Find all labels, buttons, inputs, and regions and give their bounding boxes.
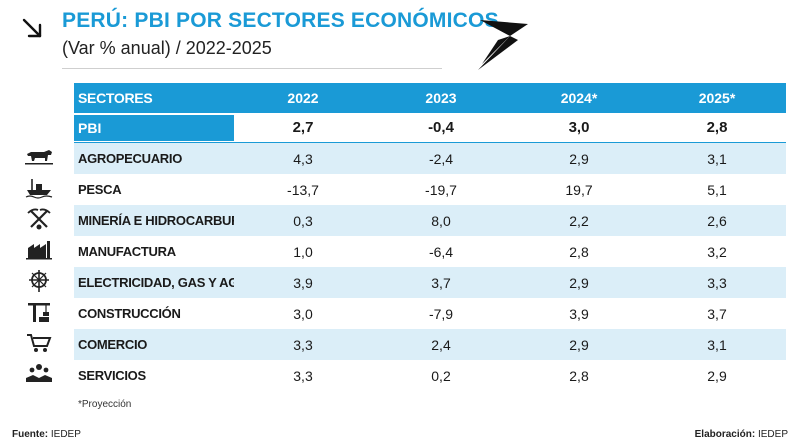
table-header-row: SECTORES 2022 2023 2024* 2025* bbox=[74, 83, 786, 113]
row-label: MANUFACTURA bbox=[78, 244, 176, 259]
row-label: COMERCIO bbox=[78, 337, 148, 352]
table-cell: 3,3 bbox=[707, 274, 727, 291]
column-header-2024: 2024* bbox=[560, 90, 598, 106]
crane-icon bbox=[28, 303, 50, 322]
title-divider bbox=[62, 68, 442, 69]
row-label: MINERÍA E HIDROCARBUROS bbox=[78, 213, 234, 228]
table-cell: -0,4 bbox=[428, 119, 454, 136]
table-cell: 2,6 bbox=[707, 212, 727, 229]
table-cell: 3,1 bbox=[707, 150, 727, 167]
table-cell: 2,8 bbox=[569, 243, 589, 260]
table-cell: 3,2 bbox=[707, 243, 727, 260]
page-subtitle: (Var % anual) / 2022-2025 bbox=[62, 38, 272, 58]
table-cell: 4,3 bbox=[293, 150, 313, 167]
table-row-pbi: PBI 2,7 -0,4 3,0 2,8 bbox=[74, 113, 786, 143]
power-tower-icon bbox=[29, 270, 49, 292]
table-cell: 0,3 bbox=[293, 212, 313, 229]
row-label: ELECTRICIDAD, GAS Y AGUA bbox=[78, 275, 234, 290]
shopping-cart-icon bbox=[27, 334, 52, 352]
column-header-2023: 2023 bbox=[425, 90, 457, 106]
table-cell: 2,9 bbox=[569, 336, 589, 353]
table-cell: 2,9 bbox=[707, 367, 727, 384]
table-row-agropecuario: AGROPECUARIO 4,3 -2,4 2,9 3,1 bbox=[74, 143, 786, 174]
row-label-pbi: PBI bbox=[74, 114, 234, 141]
table-cell: 3,0 bbox=[568, 119, 590, 136]
page-title: PERÚ: PBI POR SECTORES ECONÓMICOS bbox=[62, 9, 499, 32]
column-header-sectores: SECTORES bbox=[78, 90, 153, 106]
table-cell: 2,4 bbox=[431, 336, 451, 353]
table-cell: 2,2 bbox=[569, 212, 589, 229]
table-cell: 2,8 bbox=[706, 119, 728, 136]
table-row-pesca: PESCA -13,7 -19,7 19,7 5,1 bbox=[74, 174, 786, 205]
credit-value: IEDEP bbox=[757, 429, 788, 440]
projection-footnote: *Proyección bbox=[78, 399, 132, 410]
source-credit: Fuente: IEDEP bbox=[12, 429, 81, 440]
row-label: SERVICIOS bbox=[78, 368, 146, 383]
table-cell: 2,8 bbox=[569, 367, 589, 384]
table-cell: 19,7 bbox=[565, 181, 593, 198]
table-cell: 1,0 bbox=[293, 243, 313, 260]
table-cell: 5,1 bbox=[707, 181, 727, 198]
row-label: PESCA bbox=[78, 182, 122, 197]
mining-icon bbox=[27, 208, 51, 230]
source-label: Fuente: bbox=[12, 429, 49, 440]
column-header-2025: 2025* bbox=[698, 90, 736, 106]
table-cell: 3,9 bbox=[569, 305, 589, 322]
table-row-servicios: SERVICIOS 3,3 0,2 2,8 2,9 bbox=[74, 360, 786, 391]
table-row-mineria: MINERÍA E HIDROCARBUROS 0,3 8,0 2,2 2,6 bbox=[74, 205, 786, 236]
row-label: CONSTRUCCIÓN bbox=[78, 306, 181, 321]
table-cell: -19,7 bbox=[425, 181, 457, 198]
table-row-comercio: COMERCIO 3,3 2,4 2,9 3,1 bbox=[74, 329, 786, 360]
brand-logo-icon bbox=[478, 20, 528, 70]
row-label: AGROPECUARIO bbox=[78, 151, 183, 166]
credit-label: Elaboración: bbox=[694, 429, 756, 440]
table-cell: 2,9 bbox=[569, 274, 589, 291]
table-row-electricidad: ELECTRICIDAD, GAS Y AGUA 3,9 3,7 2,9 3,3 bbox=[74, 267, 786, 298]
table-cell: -2,4 bbox=[428, 150, 454, 167]
handshake-icon bbox=[26, 364, 52, 382]
table-cell: 0,2 bbox=[431, 367, 451, 384]
table-cell: 3,1 bbox=[707, 336, 727, 353]
table-cell: 3,9 bbox=[293, 274, 313, 291]
table-cell: 3,0 bbox=[293, 305, 313, 322]
elaboration-credit: Elaboración: IEDEP bbox=[695, 429, 788, 440]
fishing-boat-icon bbox=[25, 179, 53, 199]
table-cell: 2,9 bbox=[569, 150, 589, 167]
table-cell: 2,7 bbox=[292, 119, 314, 136]
source-value: IEDEP bbox=[50, 429, 81, 440]
table-cell: 3,7 bbox=[707, 305, 727, 322]
table-row-construccion: CONSTRUCCIÓN 3,0 -7,9 3,9 3,7 bbox=[74, 298, 786, 329]
table-cell: 3,7 bbox=[431, 274, 451, 291]
table-row-manufactura: MANUFACTURA 1,0 -6,4 2,8 3,2 bbox=[74, 236, 786, 267]
factory-icon bbox=[26, 241, 52, 260]
column-header-2022: 2022 bbox=[287, 90, 319, 106]
table-cell: -6,4 bbox=[428, 243, 454, 260]
gdp-sector-table: SECTORES 2022 2023 2024* 2025* PBI 2,7 -… bbox=[74, 83, 786, 391]
cow-icon bbox=[25, 150, 53, 165]
table-cell: 3,3 bbox=[293, 367, 313, 384]
table-cell: 8,0 bbox=[431, 212, 451, 229]
table-cell: -13,7 bbox=[287, 181, 319, 198]
table-cell: 3,3 bbox=[293, 336, 313, 353]
arrow-down-right-icon bbox=[22, 18, 42, 38]
table-cell: -7,9 bbox=[428, 305, 454, 322]
